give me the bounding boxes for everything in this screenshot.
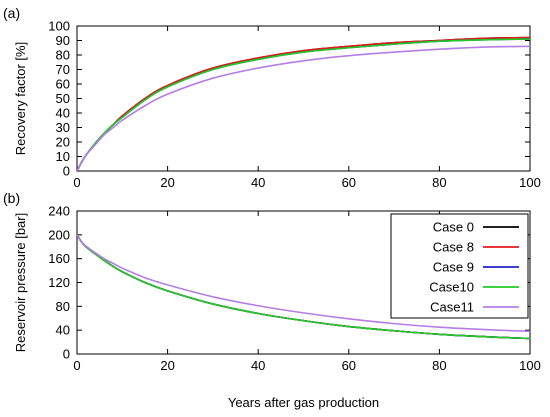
legend-label-case11: Case11 (430, 300, 474, 315)
panel-a-series-line-case0 (77, 36, 530, 171)
panel-a-recovery-factor-chart: (a)0 20 40 60 80 1000102030405060708090100Rec… (3, 5, 541, 190)
panel-b-x-axis-title: Years after gas production (228, 395, 379, 410)
panel-b-y-tick-label: 40 (56, 323, 70, 338)
legend-label-case8: Case 8 (433, 240, 474, 255)
panel-a-x-tick-label: 20 (160, 175, 174, 190)
panel-a-label: (a) (3, 5, 20, 21)
panel-a-series-line-case11 (77, 45, 530, 171)
legend-box (390, 213, 529, 319)
panel-a-y-tick-label: 30 (56, 120, 70, 135)
panel-a-x-tick-label: 0 (73, 175, 80, 190)
panel-a-y-tick-label: 40 (56, 106, 70, 121)
panel-b-x-tick-label: 100 (519, 358, 541, 373)
panel-a-series-group (77, 36, 530, 171)
panel-b-y-tick-label: 160 (48, 251, 70, 266)
panel-a-y-tick-label: 100 (48, 19, 70, 34)
panel-a-series-line-case8 (77, 36, 530, 171)
legend: Case 0 Case 8 Case 9 Case10 Case11 (390, 213, 529, 319)
panel-a-y-tick-label: 90 (56, 33, 70, 48)
panel-b-y-tick-label: 240 (48, 204, 70, 219)
legend-label-case10: Case10 (429, 280, 474, 295)
panel-a-y-axis-title: Recovery factor [%] (13, 42, 28, 155)
panel-b-reservoir-pressure-chart: (b) 0 20 40 60 80 100 0 40 80 120 160 200 240 Reservoi… (3, 190, 541, 410)
panel-b-series-line-case11 (77, 234, 530, 333)
panel-a-x-tick-label: 100 (519, 175, 541, 190)
panel-a-y-tick-label: 70 (56, 62, 70, 77)
legend-label-case0: Case 0 (433, 220, 474, 235)
legend-label-case9: Case 9 (433, 260, 474, 275)
panel-b-x-tick-label: 20 (160, 358, 174, 373)
panel-a-x-tick-label: 60 (342, 175, 356, 190)
panel-b-x-tick-label: 0 (73, 358, 80, 373)
panel-b-x-tick-label: 40 (251, 358, 265, 373)
panel-b-y-tick-label: 200 (48, 227, 70, 242)
panel-b-label: (b) (3, 190, 20, 206)
panel-a-y-tick-label: 60 (56, 77, 70, 92)
panel-a-y-tick-label: 50 (56, 91, 70, 106)
panel-a-y-tick-label: 80 (56, 48, 70, 63)
panel-a-y-tick-label: 20 (56, 135, 70, 150)
panel-b-y-tick-label: 120 (48, 275, 70, 290)
panel-b-y-tick-label: 80 (56, 299, 70, 314)
panel-a-x-tick-label: 40 (251, 175, 265, 190)
panel-b-series-group (77, 234, 530, 340)
panel-a-y-tick-label: 10 (56, 149, 70, 164)
panel-a-x-tick-label: 80 (432, 175, 446, 190)
panel-b-y-axis-title: Reservoir pressure [bar] (13, 213, 28, 352)
panel-b-y-tick-label: 0 (63, 347, 70, 362)
panel-b-x-tick-label: 60 (342, 358, 356, 373)
panel-b-x-tick-label: 80 (432, 358, 446, 373)
panel-b-series-line-case10 (77, 234, 530, 340)
panel-a-y-tick-label: 0 (63, 164, 70, 179)
